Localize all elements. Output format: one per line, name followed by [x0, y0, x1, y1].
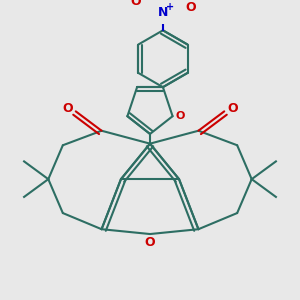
Text: O: O — [186, 1, 196, 14]
Text: +: + — [166, 2, 174, 12]
Text: N: N — [158, 6, 168, 19]
Text: O: O — [227, 102, 238, 115]
Text: O: O — [176, 111, 185, 121]
Text: O: O — [130, 0, 141, 8]
Text: O: O — [145, 236, 155, 249]
Text: O: O — [62, 102, 73, 115]
